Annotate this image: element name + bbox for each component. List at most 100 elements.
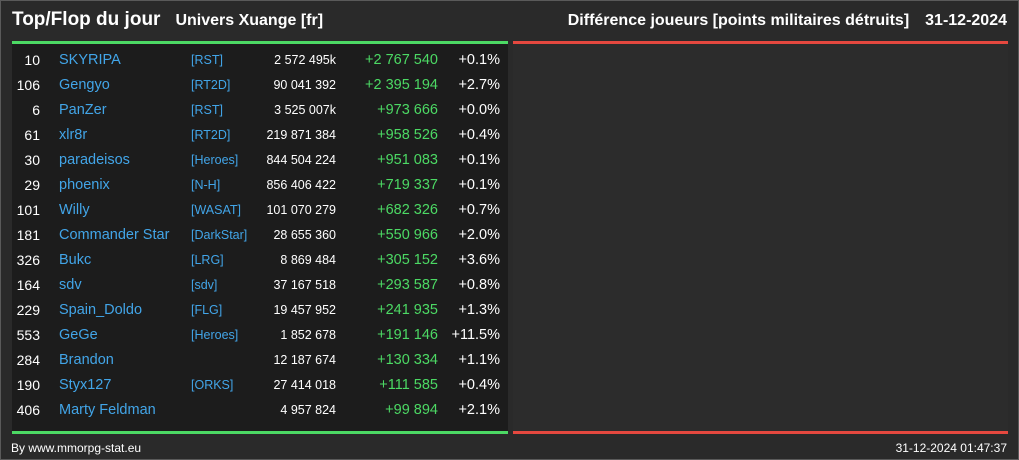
player-name-link[interactable]: Spain_Doldo xyxy=(59,302,143,318)
top-gainers-table: 10 SKYRIPA [RST] 2 572 495k +2 767 540 +0.1% 1… xyxy=(12,48,508,423)
alliance-tag-link[interactable]: [Heroes] xyxy=(191,153,239,167)
table-row: 553 GeGe [Heroes] 1 852 678 +191 146 +11.5% xyxy=(12,323,508,348)
points-difference: +682 326 xyxy=(377,202,438,218)
points-difference: +2 395 194 xyxy=(365,77,438,93)
player-rank: 406 xyxy=(16,402,40,418)
player-rank: 229 xyxy=(16,302,40,318)
top-gainers-divider-bottom xyxy=(12,431,508,434)
player-points: 27 414 018 xyxy=(273,378,336,392)
percent-change: +2.0% xyxy=(458,227,500,243)
player-rank: 326 xyxy=(16,252,40,268)
points-difference: +241 935 xyxy=(377,302,438,318)
points-difference: +305 152 xyxy=(377,252,438,268)
player-rank: 61 xyxy=(24,127,40,143)
player-name-link[interactable]: Commander Star xyxy=(59,227,170,243)
percent-change: +0.1% xyxy=(458,177,500,193)
percent-change: +2.7% xyxy=(458,77,500,93)
player-name-link[interactable]: SKYRIPA xyxy=(59,52,121,68)
player-name-link[interactable]: PanZer xyxy=(59,102,107,118)
player-name-link[interactable]: Styx127 xyxy=(59,377,112,393)
player-points: 3 525 007k xyxy=(274,103,336,117)
player-points: 844 504 224 xyxy=(266,153,336,167)
alliance-tag-link[interactable]: [FLG] xyxy=(191,303,223,317)
top-gainers-divider-top xyxy=(12,41,508,44)
percent-change: +0.8% xyxy=(458,277,500,293)
percent-change: +2.1% xyxy=(458,402,500,418)
player-name-link[interactable]: sdv xyxy=(59,277,82,293)
player-name-link[interactable]: GeGe xyxy=(59,327,98,343)
player-name-link[interactable]: phoenix xyxy=(59,177,110,193)
alliance-tag-link[interactable]: [RT2D] xyxy=(191,78,231,92)
player-points: 1 852 678 xyxy=(280,328,336,342)
player-rank: 106 xyxy=(16,77,40,93)
player-points: 90 041 392 xyxy=(273,78,336,92)
player-name-link[interactable]: Brandon xyxy=(59,352,114,368)
player-rank: 190 xyxy=(16,377,40,393)
percent-change: +0.7% xyxy=(458,202,500,218)
alliance-tag-link[interactable]: [LRG] xyxy=(191,253,224,267)
alliance-tag-link[interactable]: [N-H] xyxy=(191,178,221,192)
player-points: 2 572 495k xyxy=(274,53,336,67)
alliance-tag-link[interactable]: [RST] xyxy=(191,53,223,67)
points-difference: +99 894 xyxy=(385,402,438,418)
percent-change: +1.3% xyxy=(458,302,500,318)
table-row: 106 Gengyo [RT2D] 90 041 392 +2 395 194 +2.7% xyxy=(12,73,508,98)
player-points: 8 869 484 xyxy=(280,253,336,267)
points-difference: +973 666 xyxy=(377,102,438,118)
player-name-link[interactable]: Gengyo xyxy=(59,77,110,93)
percent-change: +0.4% xyxy=(458,377,500,393)
alliance-tag-link[interactable]: [RST] xyxy=(191,103,223,117)
alliance-tag-link[interactable]: [WASAT] xyxy=(191,203,241,217)
top-losers-divider-top xyxy=(513,41,1008,44)
player-name-link[interactable]: xlr8r xyxy=(59,127,88,143)
points-difference: +130 334 xyxy=(377,352,438,368)
player-rank: 284 xyxy=(16,352,40,368)
table-row: 30 paradeisos [Heroes] 844 504 224 +951 083 +… xyxy=(12,148,508,173)
player-rank: 553 xyxy=(16,327,40,343)
top-gainers-panel: 10 SKYRIPA [RST] 2 572 495k +2 767 540 +0.1% 1… xyxy=(12,44,508,431)
player-name-link[interactable]: Bukc xyxy=(59,252,92,268)
player-points: 4 957 824 xyxy=(280,403,336,417)
percent-change: +0.0% xyxy=(458,102,500,118)
player-rank: 101 xyxy=(16,202,40,218)
table-row: 10 SKYRIPA [RST] 2 572 495k +2 767 540 +0.1% xyxy=(12,48,508,73)
table-row: 284 Brandon 12 187 674 +130 334 +1.1% xyxy=(12,348,508,373)
player-rank: 164 xyxy=(16,277,40,293)
player-name-link[interactable]: paradeisos xyxy=(59,152,130,168)
alliance-tag-link[interactable]: [Heroes] xyxy=(191,328,239,342)
percent-change: +0.1% xyxy=(458,52,500,68)
header-right: Différence joueurs [points militaires dé… xyxy=(568,12,1007,30)
table-row: 101 Willy [WASAT] 101 070 279 +682 326 +0.7% xyxy=(12,198,508,223)
top-losers-divider-bottom xyxy=(513,431,1008,434)
percent-change: +3.6% xyxy=(458,252,500,268)
table-row: 229 Spain_Doldo [FLG] 19 457 952 +241 935 +1.… xyxy=(12,298,508,323)
universe-label: Univers Xuange [fr] xyxy=(175,12,324,29)
header-date: 31-12-2024 xyxy=(925,12,1007,29)
table-row: 406 Marty Feldman 4 957 824 +99 894 +2.1% xyxy=(12,398,508,423)
alliance-tag-link[interactable]: [ORKS] xyxy=(191,378,234,392)
table-row: 164 sdv [sdv] 37 167 518 +293 587 +0.8% xyxy=(12,273,508,298)
points-difference: +719 337 xyxy=(377,177,438,193)
player-rank: 30 xyxy=(24,152,40,168)
generated-timestamp: 31-12-2024 01:47:37 xyxy=(895,441,1007,455)
alliance-tag-link[interactable]: [DarkStar] xyxy=(191,228,248,242)
alliance-tag-link[interactable]: [sdv] xyxy=(191,278,218,292)
player-name-link[interactable]: Willy xyxy=(59,202,90,218)
page-title: Top/Flop du jour xyxy=(12,9,161,30)
points-difference: +2 767 540 xyxy=(365,52,438,68)
player-name-link[interactable]: Marty Feldman xyxy=(59,402,156,418)
percent-change: +0.4% xyxy=(458,127,500,143)
percent-change: +0.1% xyxy=(458,152,500,168)
alliance-tag-link[interactable]: [RT2D] xyxy=(191,128,231,142)
table-row: 326 Bukc [LRG] 8 869 484 +305 152 +3.6% xyxy=(12,248,508,273)
table-row: 61 xlr8r [RT2D] 219 871 384 +958 526 +0.4% xyxy=(12,123,508,148)
player-rank: 181 xyxy=(16,227,40,243)
points-difference: +550 966 xyxy=(377,227,438,243)
player-points: 28 655 360 xyxy=(273,228,336,242)
table-row: 190 Styx127 [ORKS] 27 414 018 +111 585 +0.4% xyxy=(12,373,508,398)
player-points: 12 187 674 xyxy=(273,353,336,367)
points-difference: +951 083 xyxy=(377,152,438,168)
player-points: 19 457 952 xyxy=(273,303,336,317)
top-losers-panel xyxy=(513,44,1008,431)
